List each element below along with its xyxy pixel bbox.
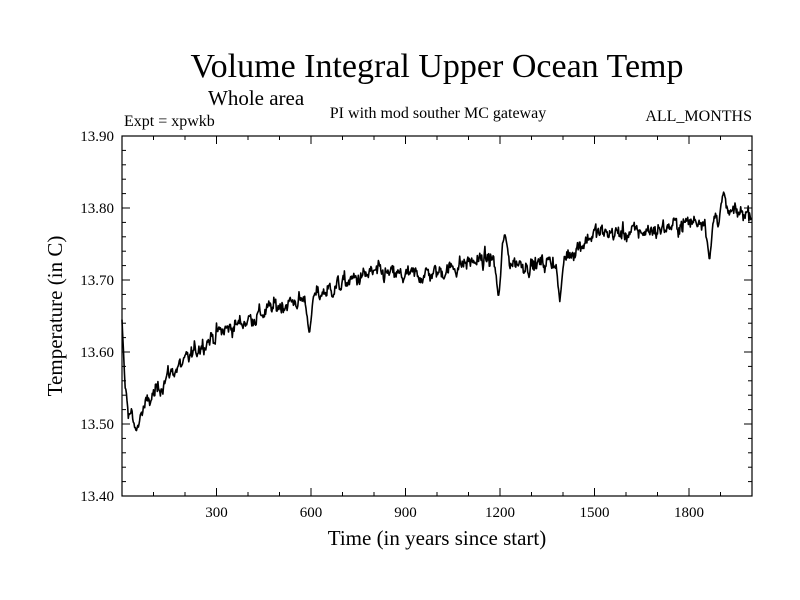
- chart-subtitle: Whole area: [208, 86, 305, 110]
- experiment-label: Expt = xpwkb: [124, 113, 215, 130]
- series-line-temperature: [121, 191, 753, 432]
- x-tick-label: 900: [394, 505, 417, 521]
- x-tick-label: 1800: [674, 505, 704, 521]
- x-tick-label: 300: [205, 505, 228, 521]
- plot-frame: [121, 135, 753, 497]
- experiment-description: PI with mod souther MC gateway: [330, 105, 546, 122]
- x-tick-label: 600: [300, 505, 323, 521]
- x-tick-label: 1500: [580, 505, 610, 521]
- months-label: ALL_MONTHS: [645, 108, 752, 125]
- y-tick-label: 13.40: [80, 489, 114, 505]
- y-tick-label: 13.90: [80, 129, 114, 145]
- chart-title: Volume Integral Upper Ocean Temp: [191, 48, 684, 85]
- x-tick-label: 1200: [485, 505, 515, 521]
- y-tick-label: 13.70: [80, 273, 114, 289]
- y-tick-label: 13.50: [80, 417, 114, 433]
- x-axis-label: Time (in years since start): [328, 526, 547, 550]
- y-tick-label: 13.60: [80, 345, 114, 361]
- y-axis-label: Temperature (in C): [43, 236, 67, 397]
- y-tick-label: 13.80: [80, 201, 114, 217]
